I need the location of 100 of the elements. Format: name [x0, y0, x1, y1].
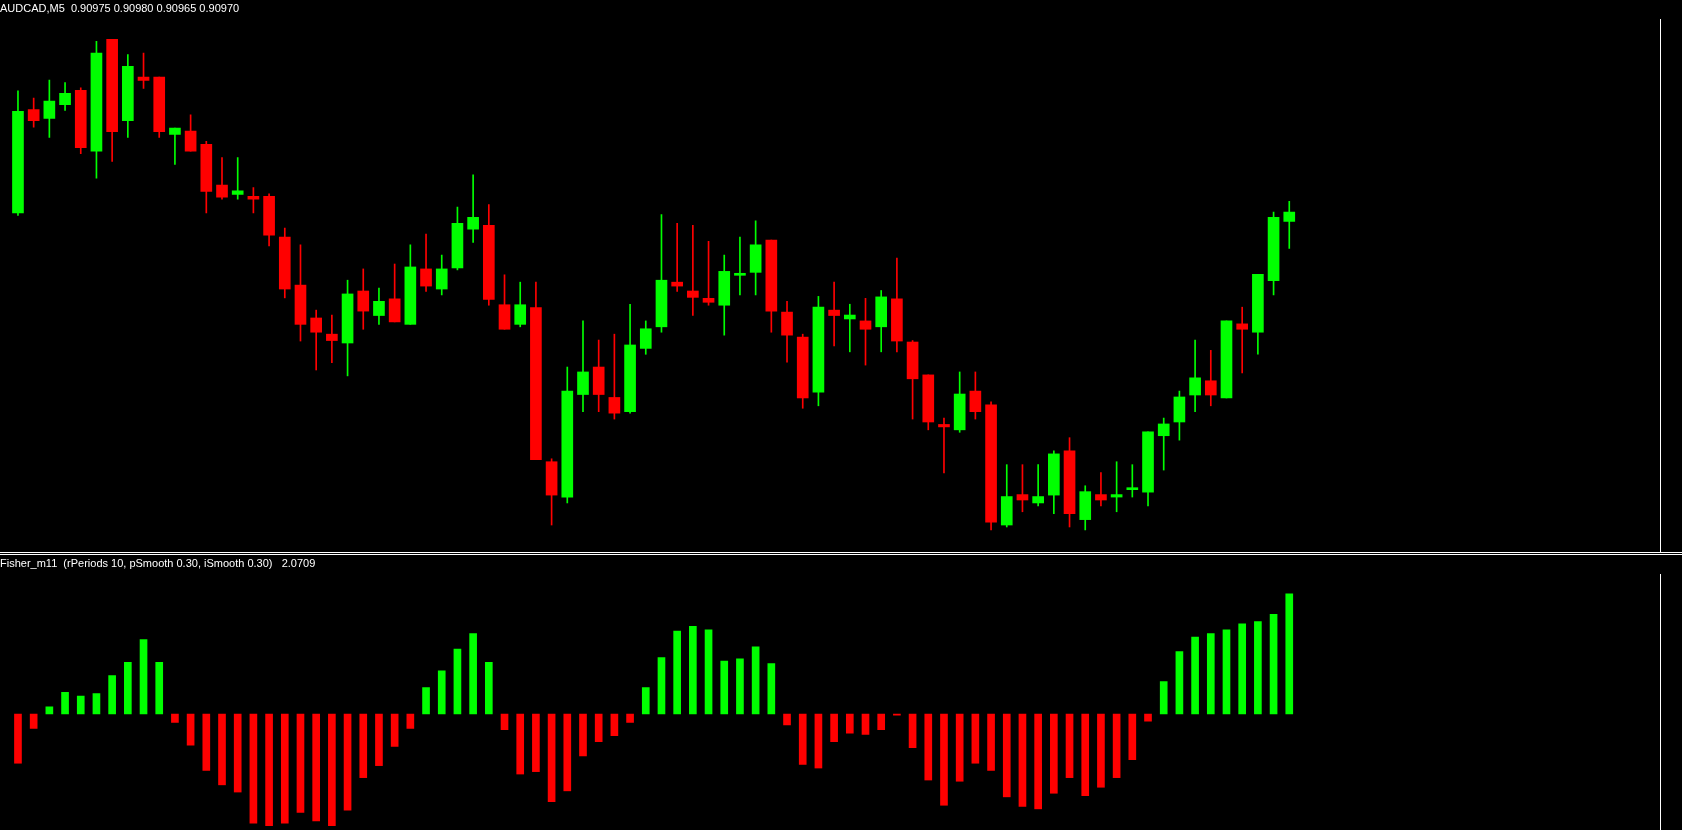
bar — [500, 713, 509, 730]
candlestick — [1189, 339, 1201, 413]
candlestick — [1283, 200, 1296, 249]
bar — [720, 660, 729, 715]
bar — [908, 713, 917, 748]
bar — [704, 629, 713, 715]
bar — [987, 713, 995, 771]
bar — [29, 713, 38, 729]
bar — [1050, 713, 1058, 794]
bar — [798, 713, 807, 765]
candlestick — [1032, 464, 1044, 507]
bar — [626, 713, 634, 723]
bar — [924, 713, 933, 781]
bar — [375, 713, 383, 766]
bar — [783, 713, 791, 726]
bar — [1254, 621, 1262, 715]
bar — [390, 713, 399, 747]
bar — [45, 706, 54, 715]
bar — [971, 713, 980, 764]
bar — [1175, 651, 1184, 715]
bar — [359, 713, 368, 778]
bar — [955, 713, 964, 782]
bar — [1238, 623, 1247, 715]
bar — [516, 713, 525, 775]
bar — [171, 713, 179, 723]
bar — [186, 713, 195, 746]
bar — [563, 713, 572, 792]
bar — [940, 713, 948, 806]
bar — [265, 713, 273, 827]
bar — [877, 713, 886, 730]
bar — [76, 695, 85, 715]
bar — [751, 646, 760, 715]
bar — [1018, 713, 1027, 807]
bar — [610, 713, 619, 736]
candlestick — [169, 127, 181, 165]
bar — [1285, 593, 1294, 715]
bar — [469, 633, 477, 715]
candlestick — [843, 303, 856, 353]
bar — [422, 687, 430, 715]
bar — [1159, 681, 1168, 715]
bar — [547, 713, 556, 802]
candlestick — [828, 281, 840, 347]
bar — [736, 658, 744, 715]
candlestick — [687, 224, 699, 316]
bar — [280, 713, 289, 824]
chart-title: Fisher_m11 (rPeriods 10, pSmooth 0.30, iSmooth 0.30) 2.0709 — [0, 556, 316, 569]
bar — [1081, 713, 1090, 796]
bar — [484, 662, 493, 715]
bar — [296, 713, 305, 813]
bar — [312, 713, 321, 822]
bar — [453, 648, 462, 715]
bar — [92, 693, 101, 715]
bar — [1191, 636, 1199, 715]
bar — [1034, 713, 1042, 810]
bar — [218, 713, 226, 786]
bar — [1269, 613, 1278, 715]
bar — [1128, 713, 1137, 760]
bar — [767, 663, 776, 715]
bar — [641, 687, 650, 715]
bar — [861, 713, 870, 735]
bar — [343, 713, 352, 811]
candlestick — [938, 417, 950, 474]
bar — [14, 713, 22, 764]
bar — [202, 713, 211, 771]
bar — [814, 713, 823, 769]
bar — [108, 675, 116, 715]
bar — [1144, 713, 1152, 722]
bar — [1222, 629, 1231, 715]
bar — [155, 662, 164, 715]
bar — [328, 713, 336, 827]
candlestick — [1126, 464, 1139, 498]
bar — [1206, 633, 1215, 715]
bar — [1097, 713, 1105, 788]
bar — [594, 713, 603, 742]
bar — [1065, 713, 1074, 778]
candlestick — [326, 314, 338, 363]
bar — [139, 639, 148, 715]
bar — [1002, 713, 1011, 798]
candlestick — [231, 157, 244, 200]
candlestick — [671, 222, 683, 292]
bar — [532, 713, 540, 772]
candlestick — [734, 236, 746, 296]
candlestick — [1095, 472, 1107, 507]
bar — [845, 713, 854, 734]
bar — [673, 630, 681, 715]
bar — [657, 657, 666, 715]
chart-title: AUDCAD,M5 0.90975 0.90980 0.90965 0.90970 — [0, 1, 240, 14]
bar — [830, 713, 838, 742]
bar — [1112, 713, 1121, 778]
bar — [406, 713, 415, 729]
bar — [124, 662, 132, 715]
bar — [437, 670, 446, 715]
bar — [61, 692, 69, 715]
bar — [689, 625, 697, 715]
bar — [579, 713, 587, 757]
bar — [249, 713, 258, 824]
candlestick — [1157, 417, 1170, 471]
candlestick — [467, 174, 479, 243]
candlestick — [1236, 306, 1249, 374]
candlestick — [310, 309, 323, 371]
